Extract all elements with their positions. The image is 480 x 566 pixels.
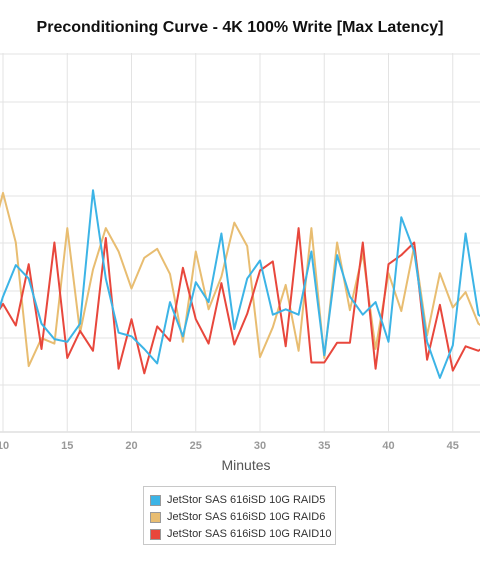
- x-tick-label: 20: [125, 440, 137, 452]
- legend-label-raid5: JetStor SAS 616iSD 10G RAID5: [167, 494, 326, 506]
- legend-swatch-raid5: [150, 494, 161, 506]
- legend-item-raid6[interactable]: JetStor SAS 616iSD 10G RAID6: [150, 510, 325, 524]
- x-tick-label: 10: [0, 440, 9, 452]
- x-tick-label: 45: [447, 440, 459, 452]
- legend-label-raid10: JetStor SAS 616iSD 10G RAID10: [167, 528, 332, 540]
- x-tick-label: 25: [190, 440, 202, 452]
- x-tick-label: 30: [254, 440, 266, 452]
- chart-title: Preconditioning Curve - 4K 100% Write [M…: [36, 19, 444, 36]
- legend-swatch-raid6: [150, 511, 161, 523]
- x-tick-label: 40: [382, 440, 394, 452]
- x-tick-labels: 10 15 20 25 30 35 40 45: [0, 440, 459, 452]
- series-line-raid10: [0, 227, 480, 375]
- series-line-raid5: [0, 189, 480, 379]
- series-line-raid6: [0, 191, 480, 368]
- x-tick-label: 35: [318, 440, 330, 452]
- legend-item-raid10[interactable]: JetStor SAS 616iSD 10G RAID10: [150, 527, 331, 541]
- gridlines: [0, 53, 480, 433]
- legend-swatch-raid10: [150, 528, 161, 540]
- series-lines: [0, 189, 480, 379]
- x-tick-label: 15: [61, 440, 73, 452]
- legend: JetStor SAS 616iSD 10G RAID5 JetStor SAS…: [143, 486, 336, 545]
- legend-label-raid6: JetStor SAS 616iSD 10G RAID6: [167, 511, 326, 523]
- x-axis-label: Minutes: [221, 457, 271, 473]
- legend-item-raid5[interactable]: JetStor SAS 616iSD 10G RAID5: [150, 493, 325, 507]
